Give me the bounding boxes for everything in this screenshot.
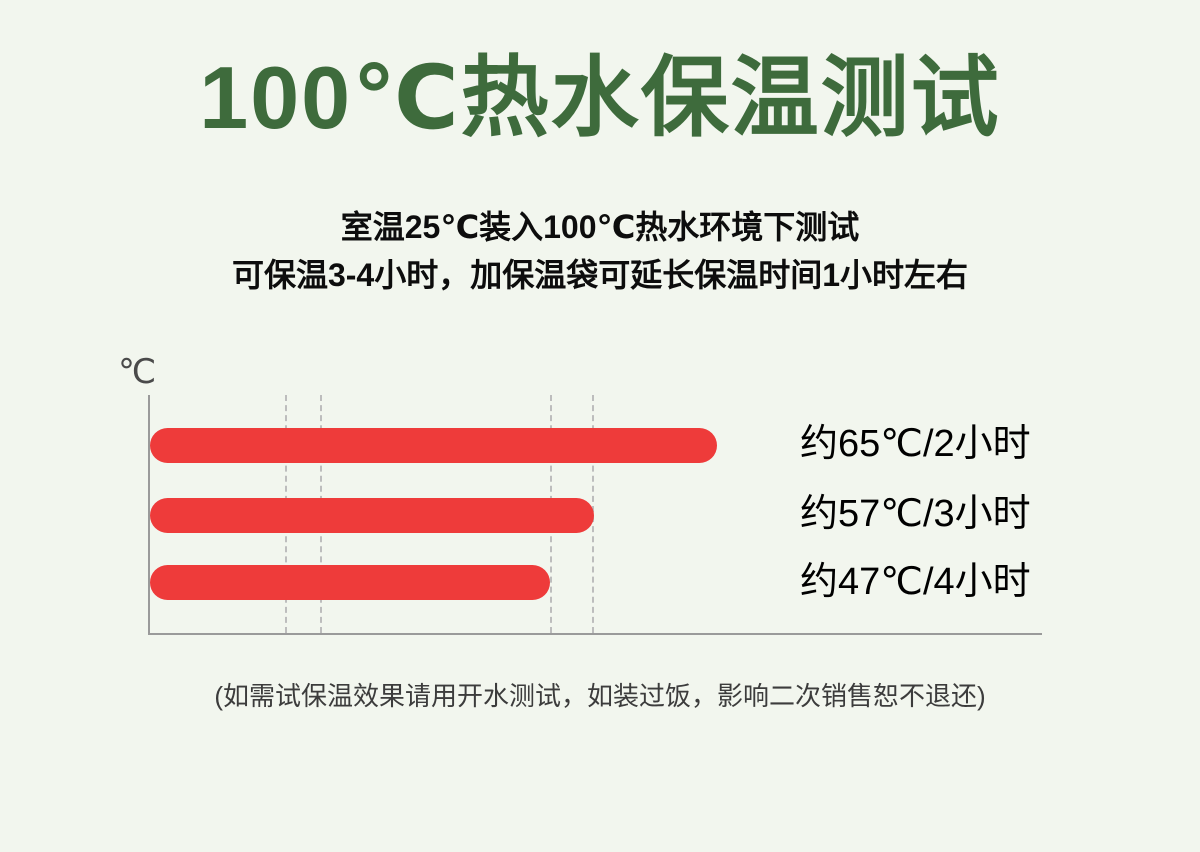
page-title: 100℃热水保温测试 — [199, 48, 1001, 147]
bar-label-2-hours: 约65℃/2小时 — [800, 423, 1031, 465]
bar-4-hours — [150, 565, 550, 600]
bar-3-hours — [150, 498, 594, 533]
bar-label-4-hours: 约47℃/4小时 — [800, 561, 1031, 603]
bar-2-hours — [150, 428, 717, 463]
bar-label-3-hours: 约57℃/3小时 — [800, 493, 1031, 535]
bar-chart-plot: 约65℃/2小时 约57℃/3小时 约47℃/4小时 — [148, 395, 1042, 635]
subtitle-line-1: 室温25℃装入100℃热水环境下测试 — [340, 209, 860, 245]
subtitle-line-2: 可保温3-4小时，加保温袋可延长保温时间1小时左右 — [231, 257, 969, 293]
y-axis-unit-label: ℃ — [118, 353, 157, 391]
footnote: (如需试保温效果请用开水测试，如装过饭，影响二次销售恕不退还) — [214, 681, 986, 711]
